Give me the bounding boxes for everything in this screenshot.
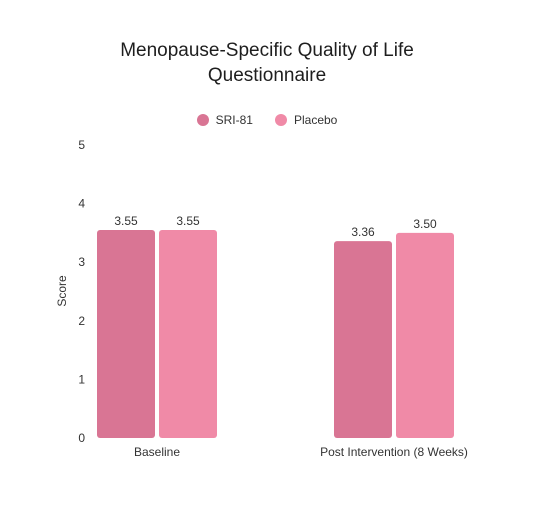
- x-tick-baseline: Baseline: [134, 445, 180, 459]
- legend-swatch-sri-81: [196, 114, 209, 126]
- y-axis-ticks: 0 1 2 3 4 5: [78, 138, 85, 445]
- legend-label-sri-81: SRI-81: [215, 113, 253, 127]
- chart-title-line-2: Questionnaire: [207, 65, 327, 86]
- y-tick-3: 3: [78, 255, 85, 269]
- y-axis-title: Score: [55, 275, 69, 307]
- y-tick-4: 4: [78, 197, 85, 211]
- y-tick-2: 2: [78, 314, 85, 328]
- data-label-sri-81-baseline: 3.55: [114, 214, 138, 228]
- y-tick-5: 5: [78, 138, 85, 152]
- x-tick-post-intervention-8-weeks: Post Intervention (8 Weeks): [320, 445, 468, 459]
- legend-item-sri-81: SRI-81: [196, 113, 253, 127]
- data-label-placebo-baseline: 3.55: [176, 214, 200, 228]
- legend-item-placebo: Placebo: [274, 113, 338, 127]
- bars: 3.55 3.55 3.36 3.50: [97, 214, 454, 438]
- data-label-placebo-post-intervention-8-weeks: 3.50: [413, 217, 437, 231]
- legend: SRI-81 Placebo: [0, 113, 534, 127]
- chart-title: Menopause-Specific Quality of Life Quest…: [0, 38, 534, 88]
- x-axis-ticks: Baseline Post Intervention (8 Weeks): [134, 445, 468, 459]
- legend-swatch-placebo: [274, 114, 287, 126]
- legend-label-placebo: Placebo: [293, 113, 338, 127]
- y-tick-1: 1: [78, 372, 85, 386]
- data-label-sri-81-post-intervention-8-weeks: 3.36: [351, 225, 375, 239]
- bar-sri-81-post-intervention-8-weeks: [334, 241, 392, 438]
- bar-sri-81-baseline: [97, 229, 155, 438]
- bar-placebo-baseline: [159, 229, 217, 438]
- bar-placebo-post-intervention-8-weeks: [396, 232, 454, 438]
- y-tick-0: 0: [78, 431, 85, 445]
- chart-title-line-1: Menopause-Specific Quality of Life: [120, 40, 414, 61]
